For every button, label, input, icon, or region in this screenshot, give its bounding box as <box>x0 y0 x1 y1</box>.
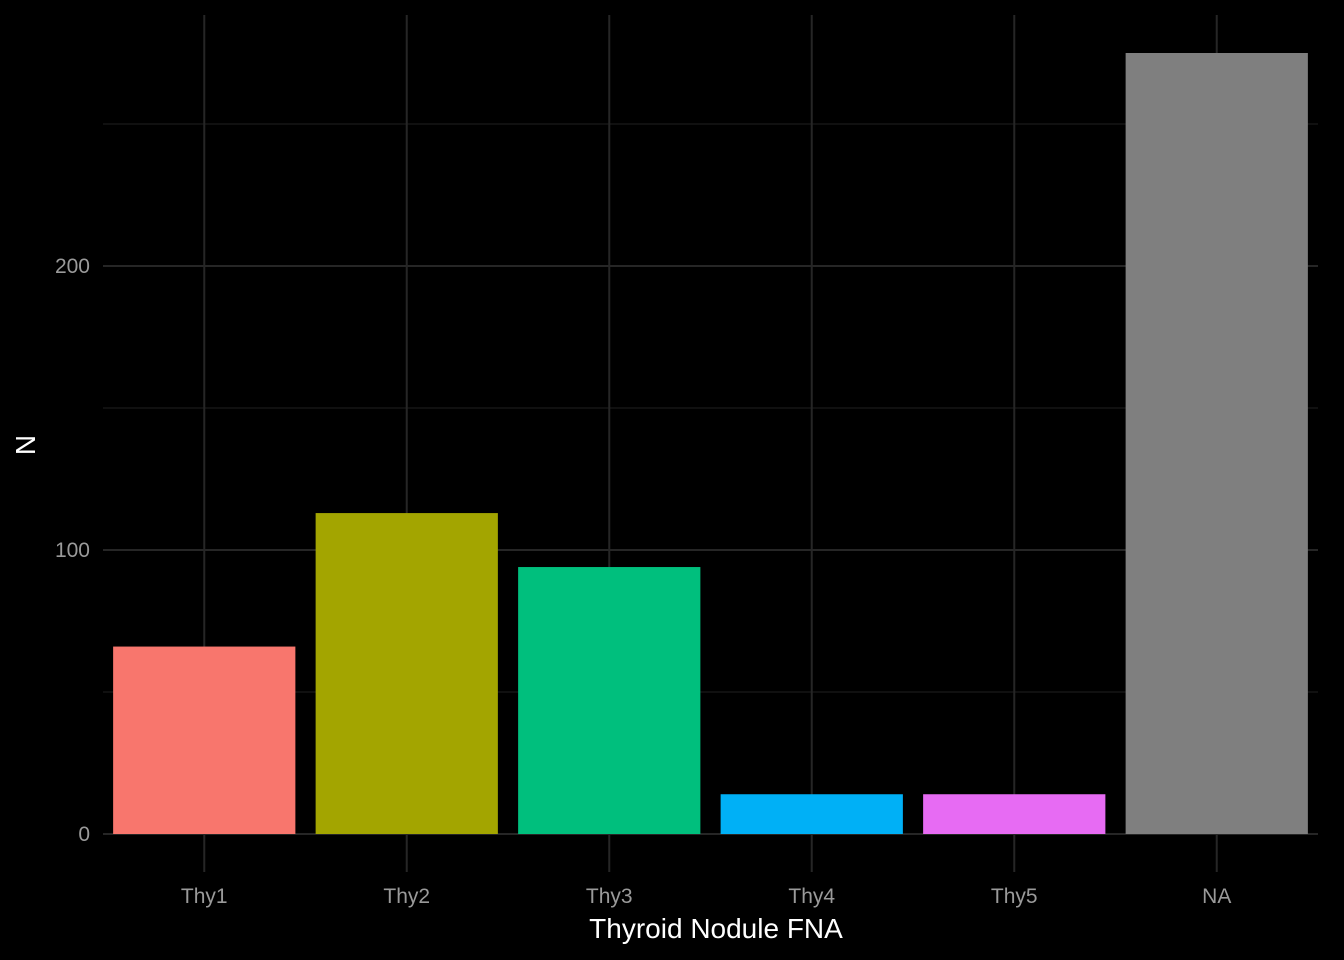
x-tick-label: Thy2 <box>383 885 430 908</box>
x-tick-label: Thy3 <box>586 885 633 908</box>
bar-thy1 <box>113 646 296 834</box>
bar-thy4 <box>720 794 903 834</box>
y-tick-label: 0 <box>78 823 90 846</box>
x-axis-tick-labels: Thy1 Thy2 Thy3 Thy4 Thy5 NA <box>181 885 1231 908</box>
y-tick-label: 200 <box>55 255 90 278</box>
x-axis-title: Thyroid Nodule FNA <box>589 913 843 944</box>
bar-thy2 <box>315 513 498 834</box>
y-tick-label: 100 <box>55 539 90 562</box>
minor-gridlines <box>103 123 1318 693</box>
y-axis-title: N <box>10 435 41 455</box>
bar-thy3 <box>518 567 701 834</box>
x-tick-label: Thy1 <box>181 885 228 908</box>
bar-thy5 <box>923 794 1106 834</box>
x-tick-label: Thy4 <box>788 885 835 908</box>
bars <box>113 53 1308 834</box>
x-tick-label: NA <box>1202 885 1231 908</box>
bar-na <box>1125 53 1308 834</box>
y-axis-tick-labels: 0 100 200 <box>55 255 90 846</box>
x-tick-label: Thy5 <box>991 885 1038 908</box>
